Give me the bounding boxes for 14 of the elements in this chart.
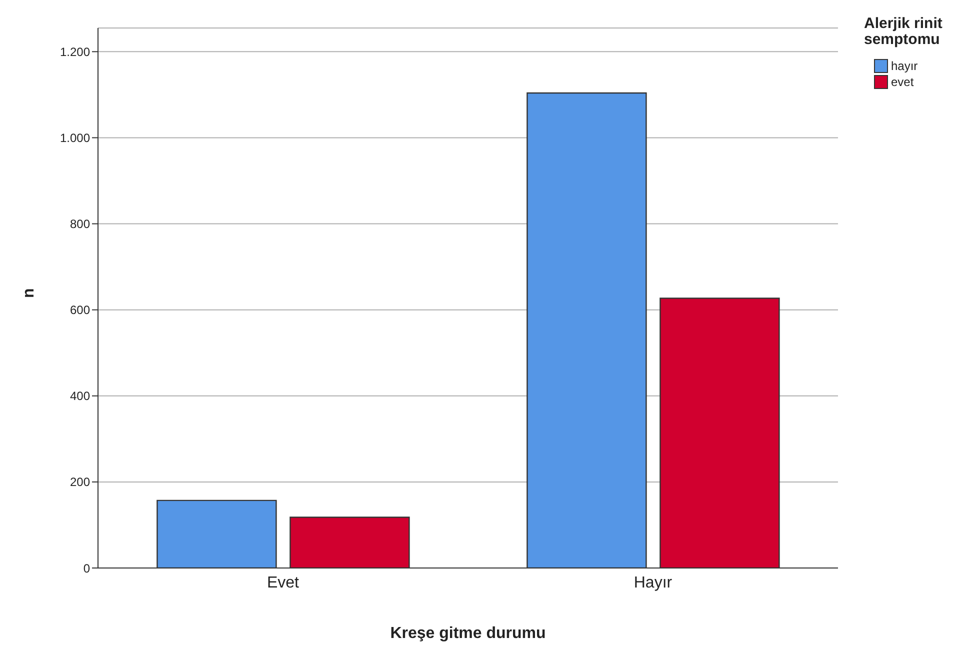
x-axis-title: Kreşe gitme durumu: [390, 625, 546, 642]
y-tick-label: 1.200: [60, 44, 90, 59]
legend-title: Alerjik rinit semptomu: [864, 15, 944, 48]
y-tick-label: 200: [70, 475, 90, 490]
y-tick-label: 800: [70, 217, 90, 232]
y-axis-title: n: [20, 288, 38, 298]
y-tick-label: 400: [70, 389, 90, 404]
y-tick-label: 0: [83, 561, 90, 576]
y-tick-label: 600: [70, 303, 90, 318]
legend-label: hayır: [890, 58, 919, 74]
legend-label: evet: [890, 74, 915, 90]
y-tick-label: 1.000: [60, 130, 90, 145]
x-tick-label: Hayır: [634, 574, 673, 592]
x-tick-label: Evet: [266, 574, 300, 592]
